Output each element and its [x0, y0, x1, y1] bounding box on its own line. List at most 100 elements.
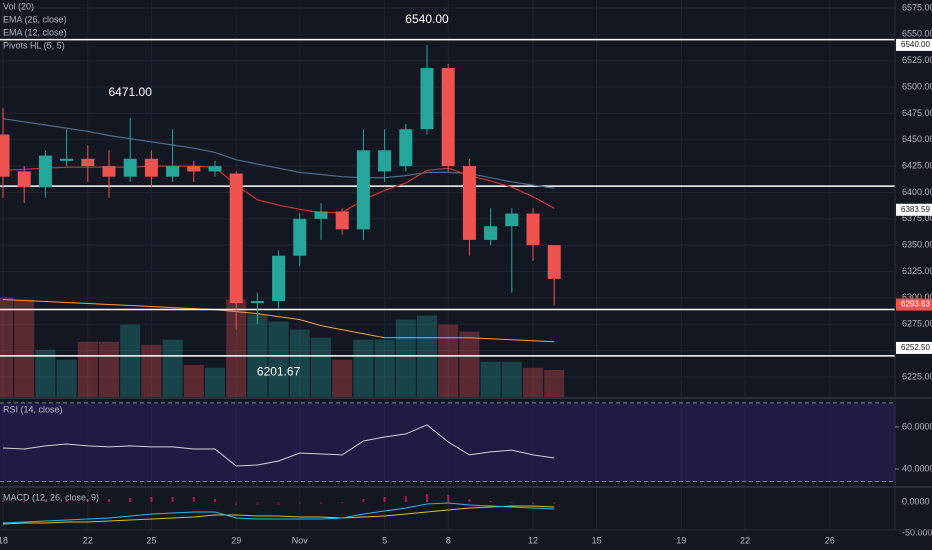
x-tick-label: 22 — [740, 535, 750, 545]
volume-bar — [459, 331, 480, 398]
histogram-bar — [171, 496, 174, 503]
price-label: 6540.00 — [901, 40, 930, 49]
histogram-bar — [256, 502, 259, 506]
volume-bar — [544, 369, 565, 398]
candle-body — [420, 68, 434, 130]
histogram-bar — [468, 499, 471, 503]
y-tick-label: 6550.00 — [902, 29, 932, 39]
histogram-bar — [277, 502, 280, 506]
x-tick-label: 8 — [446, 535, 451, 545]
volume-bar — [374, 339, 395, 398]
y-tick-label: 60.0000 — [902, 421, 932, 431]
candle-body — [378, 150, 392, 172]
histogram-bar — [510, 502, 513, 504]
histogram-bar — [192, 497, 195, 503]
x-tick-label: 26 — [825, 535, 835, 545]
x-tick-label: 29 — [231, 535, 241, 545]
volume-bar — [226, 299, 247, 398]
y-tick-label: 6375.00 — [902, 213, 932, 223]
pane-title: MACD (12, 26, close, 9) — [3, 492, 99, 502]
rsi-band — [0, 402, 895, 482]
volume-bar — [417, 315, 437, 398]
y-tick-label: 6475.00 — [902, 108, 932, 118]
x-tick-label: 22 — [83, 535, 93, 545]
x-tick-label: 15 — [592, 535, 602, 545]
candle-body — [102, 166, 116, 177]
candle-body — [356, 150, 370, 230]
y-tick-label: 6300.00 — [902, 292, 932, 302]
histogram-bar — [341, 502, 344, 503]
price-label: 6383.59 — [901, 205, 930, 214]
volume-bar — [120, 324, 141, 398]
candle-body — [250, 301, 264, 304]
candle-body — [0, 134, 10, 177]
volume-bar — [311, 337, 331, 398]
x-tick-label: 18 — [0, 535, 8, 545]
histogram-bar — [489, 500, 492, 503]
candle-body — [314, 211, 328, 219]
histogram-bar — [532, 502, 534, 505]
price-label-box — [896, 341, 932, 354]
histogram-bar — [235, 502, 238, 506]
histogram-bar — [44, 499, 47, 503]
volume-bar — [14, 299, 35, 398]
histogram-bar — [108, 499, 110, 503]
histogram-bar — [426, 493, 428, 503]
signal-line — [2, 505, 555, 525]
x-tick-label: 12 — [528, 535, 538, 545]
price-label: 6252.50 — [901, 343, 930, 352]
candle-body — [229, 173, 243, 304]
candle-body — [272, 255, 286, 302]
y-tick-label: 6525.00 — [902, 55, 932, 65]
volume-bar — [0, 297, 13, 398]
legend-text: EMA (26, close) — [3, 14, 67, 24]
y-tick-label: 6425.00 — [902, 160, 932, 170]
price-label-box — [896, 298, 932, 311]
y-tick-label: 6350.00 — [902, 240, 932, 250]
histogram-bar — [129, 498, 132, 503]
candle-body — [462, 166, 476, 240]
volume-bar — [438, 324, 459, 398]
pivot-label: 6471.00 — [109, 85, 153, 99]
candle-body — [166, 166, 180, 177]
volume-bar — [56, 359, 77, 398]
candle-body — [60, 158, 74, 161]
pivot-label: 6540.00 — [405, 12, 449, 26]
histogram-bar — [214, 499, 216, 503]
volume-bar — [332, 359, 353, 398]
volume-bar — [77, 341, 98, 398]
candle-body — [399, 129, 413, 167]
price-label-box — [896, 203, 932, 216]
histogram-bar — [65, 499, 68, 503]
legend-text: Vol (20) — [3, 1, 34, 11]
candle-body — [484, 226, 498, 240]
volume-bar — [205, 367, 225, 398]
x-tick-label: 25 — [146, 535, 156, 545]
volume-bar — [501, 361, 522, 398]
volume-bar — [395, 319, 416, 398]
legend-text: Pivots HL (5, 5) — [3, 40, 65, 50]
y-tick-label: 0.0000 — [902, 496, 930, 506]
candle-body — [505, 213, 519, 227]
histogram-bar — [23, 500, 26, 503]
candle-body — [441, 68, 455, 167]
y-tick-label: 6400.00 — [902, 187, 932, 197]
pivot-label: 6201.67 — [257, 365, 301, 379]
volume-bar — [183, 364, 204, 398]
price-label: 6293.63 — [901, 300, 930, 309]
histogram-bar — [150, 496, 153, 503]
histogram-bar — [320, 502, 322, 505]
candle-body — [526, 213, 540, 246]
y-tick-label: 6450.00 — [902, 134, 932, 144]
price-axis — [895, 0, 932, 530]
volume-bar — [523, 367, 543, 398]
candle-body — [17, 171, 31, 188]
y-tick-label: 6500.00 — [902, 81, 932, 91]
volume-ma-line — [2, 299, 555, 343]
y-tick-label: 6225.00 — [902, 371, 932, 381]
x-tick-label: Nov — [292, 535, 309, 545]
macd-line — [2, 502, 555, 524]
volume-bar — [99, 341, 119, 398]
volume-bar — [289, 329, 310, 398]
